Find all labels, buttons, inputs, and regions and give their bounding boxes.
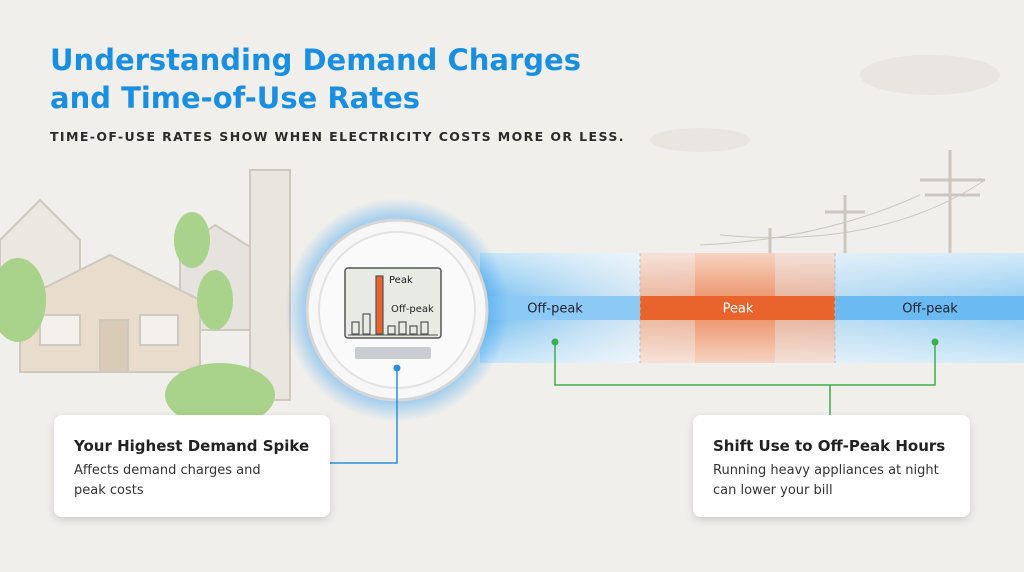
power-lines: [699, 150, 986, 255]
title: Understanding Demand Charges: [50, 43, 581, 77]
card-body: can lower your bill: [713, 483, 833, 498]
band-label: Off-peak: [902, 302, 958, 317]
meter-off-peak-label: Off-peak: [391, 304, 434, 315]
title: and Time-of-Use Rates: [50, 81, 420, 115]
card-title: Shift Use to Off-Peak Hours: [713, 437, 945, 455]
marker-dot: [551, 338, 559, 346]
band-label: Off-peak: [527, 302, 583, 317]
meter: Peak Off-peak: [285, 198, 509, 422]
card-body: Running heavy appliances at night: [713, 463, 939, 478]
clouds: [650, 55, 1000, 152]
connectors: [330, 342, 936, 464]
marker-dot: [931, 338, 939, 346]
subtitle: TIME-OF-USE RATES SHOW WHEN ELECTRICITY …: [50, 129, 625, 144]
band-label: Peak: [723, 302, 754, 317]
card-title: Your Highest Demand Spike: [73, 437, 309, 455]
card: Your Highest Demand Spike Affects demand…: [54, 415, 330, 517]
trees: [0, 212, 275, 427]
card-body: Affects demand charges and: [74, 463, 261, 478]
card: Shift Use to Off-Peak Hours Running heav…: [693, 415, 970, 517]
time-band: Off-peak Peak Off-peak: [480, 253, 1024, 363]
marker-dot: [393, 364, 401, 372]
meter-peak-label: Peak: [389, 275, 413, 286]
card-body: peak costs: [74, 483, 144, 498]
